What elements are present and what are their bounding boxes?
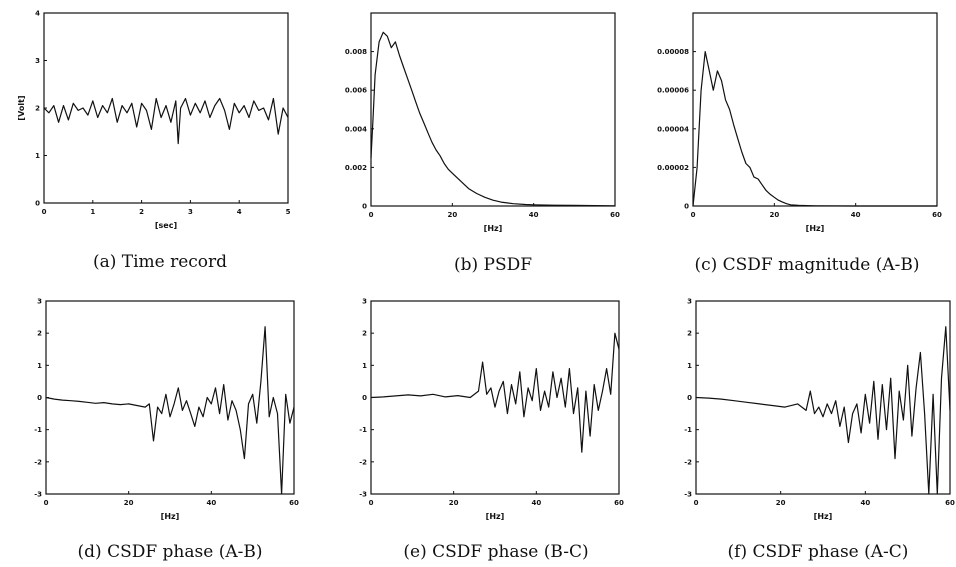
x-axis-label: [sec]: [155, 221, 177, 230]
y-tick-label: 0.004: [345, 125, 367, 133]
chart-panel-a: 0 1 2 3 4 5 0 1 2 3 4 [sec] [Volt] (a) Time record: [17, 10, 291, 273]
chart-panel-d: 0 20 40 60 -3 -2 -1 0 1 2 3 [Hz] (d) CSDF phase (A-B…: [34, 298, 299, 563]
y-tick-label: 0: [362, 203, 367, 211]
plot-frame: [370, 300, 620, 495]
x-tick-label: 40: [851, 211, 861, 219]
x-tick-label: 0: [369, 499, 374, 507]
x-tick-label: 0: [42, 208, 47, 216]
chart-panel-b: 0 20 40 60 0 0.002 0.004 0.006 0.008 [Hz] (b) PSDF: [345, 12, 620, 275]
x-tick-label: 5: [286, 208, 291, 216]
y-tick-label: -1: [684, 426, 692, 434]
y-tick-label: -2: [684, 458, 692, 466]
series-line: [43, 97, 289, 145]
y-tick-label: 0: [684, 203, 689, 211]
panel-caption: (c) CSDF magnitude (A-B): [694, 255, 919, 275]
y-tick-label: 2: [362, 330, 367, 338]
y-tick-label: 0.00004: [657, 125, 689, 133]
y-tick-label: 1: [362, 362, 367, 370]
y-tick-label: 0.00006: [657, 87, 689, 95]
x-axis-label: [Hz]: [806, 224, 825, 233]
x-tick-label: 40: [529, 211, 539, 219]
y-tick-label: -1: [34, 426, 42, 434]
y-tick-label: 3: [35, 57, 40, 65]
x-tick-label: 1: [90, 208, 95, 216]
x-tick-label: 0: [691, 211, 696, 219]
y-tick-label: 0: [687, 394, 692, 402]
y-tick-label: 0.00008: [657, 48, 689, 56]
y-tick-label: 2: [35, 105, 40, 113]
x-tick-label: 4: [237, 208, 242, 216]
plot-frame: [370, 12, 616, 207]
y-tick-label: -3: [359, 491, 367, 499]
x-axis-label: [Hz]: [161, 512, 180, 521]
series-line: [692, 50, 937, 207]
panel-caption: (e) CSDF phase (B-C): [403, 542, 588, 562]
y-tick-label: 1: [35, 152, 40, 160]
series-line: [370, 31, 616, 207]
series-line: [370, 332, 620, 453]
y-tick-label: 2: [687, 330, 692, 338]
x-tick-label: 40: [860, 499, 870, 507]
x-tick-label: 40: [206, 499, 216, 507]
y-tick-label: -2: [359, 458, 367, 466]
x-tick-label: 60: [945, 499, 955, 507]
chart-panel-c: 0 20 40 60 0 0.00002 0.00004 0.00006 0.00008 [Hz]…: [657, 12, 942, 275]
chart-panel-e: 0 20 40 60 -3 -2 -1 0 1 2 3 [Hz] (e) CSDF phase (B-C…: [359, 298, 624, 563]
x-tick-label: 0: [694, 499, 699, 507]
y-tick-label: 0: [35, 200, 40, 208]
x-tick-label: 40: [531, 499, 541, 507]
x-tick-label: 3: [188, 208, 193, 216]
panel-caption: (b) PSDF: [454, 255, 532, 275]
x-tick-label: 60: [614, 499, 624, 507]
y-tick-label: 4: [35, 10, 40, 18]
plot-frame: [695, 300, 951, 495]
x-tick-label: 20: [776, 499, 786, 507]
y-tick-label: 0: [362, 394, 367, 402]
y-tick-label: -3: [684, 491, 692, 499]
panel-caption: (f) CSDF phase (A-C): [728, 542, 909, 562]
panel-caption: (d) CSDF phase (A-B): [78, 542, 263, 562]
chart-panel-f: 0 20 40 60 -3 -2 -1 0 1 2 3 [Hz] (f) CSDF phase (A-C…: [684, 298, 955, 563]
x-tick-label: 20: [447, 211, 457, 219]
y-tick-label: 1: [687, 362, 692, 370]
x-axis-label: [Hz]: [484, 224, 503, 233]
x-tick-label: 20: [769, 211, 779, 219]
x-tick-label: 2: [139, 208, 144, 216]
y-tick-label: 3: [687, 298, 692, 306]
y-tick-label: 0: [37, 394, 42, 402]
y-tick-label: 0.002: [345, 164, 367, 172]
x-tick-label: 20: [124, 499, 134, 507]
x-tick-label: 60: [610, 211, 620, 219]
y-tick-label: 1: [37, 362, 42, 370]
series-line: [695, 326, 951, 495]
y-tick-label: -2: [34, 458, 42, 466]
y-tick-label: 3: [37, 298, 42, 306]
series-line: [45, 326, 295, 495]
x-tick-label: 20: [449, 499, 459, 507]
x-tick-label: 0: [44, 499, 49, 507]
y-tick-label: -3: [34, 491, 42, 499]
y-tick-label: 0.00002: [657, 164, 689, 172]
y-tick-label: 0.006: [345, 87, 367, 95]
y-tick-label: 3: [362, 298, 367, 306]
plot-frame: [45, 300, 295, 495]
y-tick-label: -1: [359, 426, 367, 434]
y-tick-label: 0.008: [345, 48, 367, 56]
panel-caption: (a) Time record: [93, 252, 227, 272]
y-axis-label: [Volt]: [17, 95, 26, 120]
y-tick-label: 2: [37, 330, 42, 338]
x-tick-label: 60: [289, 499, 299, 507]
x-tick-label: 0: [369, 211, 374, 219]
x-tick-label: 60: [932, 211, 942, 219]
x-axis-label: [Hz]: [814, 512, 833, 521]
x-axis-label: [Hz]: [486, 512, 505, 521]
